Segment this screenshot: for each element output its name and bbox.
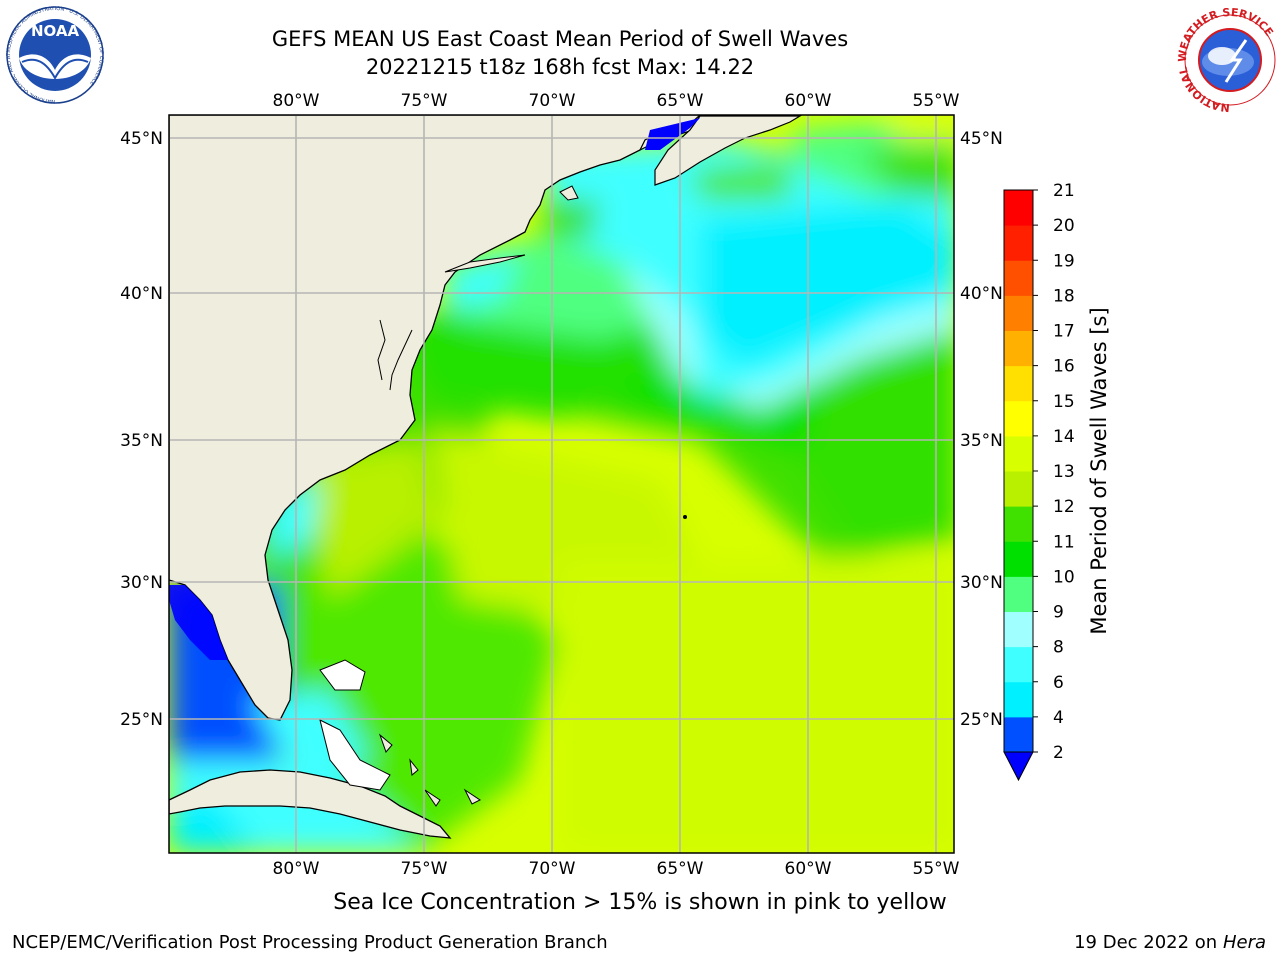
lon-label: 55°W <box>913 91 960 111</box>
lon-label: 60°W <box>785 859 832 879</box>
colorbar-segment <box>1004 646 1033 683</box>
lat-label: 25°N <box>120 710 163 730</box>
lat-label: 35°N <box>960 431 1003 451</box>
colorbar-tick-label: 11 <box>1053 532 1075 552</box>
colorbar-segment <box>1004 541 1033 577</box>
colorbar-tick-label: 2 <box>1053 743 1064 763</box>
colorbar-segment <box>1004 400 1033 437</box>
footer-host: Hera <box>1222 932 1266 953</box>
colorbar-label: Mean Period of Swell Waves [s] <box>1087 307 1111 634</box>
colorbar-tick-label: 21 <box>1053 181 1075 201</box>
lon-label: 60°W <box>785 91 832 111</box>
lat-label: 30°N <box>120 573 163 593</box>
lon-label: 55°W <box>913 859 960 879</box>
chart-subtitle: 20221215 t18z 168h fcst Max: 14.22 <box>365 55 755 79</box>
noaa-logo-icon: NOAA NATIONAL OCEANIC AND ATMOSPHERIC AD… <box>6 6 104 104</box>
colorbar-tick-label: 15 <box>1053 392 1075 412</box>
colorbar-segment <box>1004 716 1033 753</box>
colorbar-tick-label: 16 <box>1053 357 1075 377</box>
colorbar-segment <box>1004 576 1033 612</box>
lon-label: 80°W <box>273 859 320 879</box>
colorbar-segment <box>1004 260 1033 296</box>
lon-label: 80°W <box>273 91 320 111</box>
colorbar-segment <box>1004 435 1033 472</box>
lon-label: 75°W <box>401 859 448 879</box>
colorbar-tick-label: 20 <box>1053 216 1075 236</box>
colorbar-segment <box>1004 611 1033 648</box>
colorbar-tick-label: 9 <box>1053 603 1064 623</box>
colorbar-tick-label: 17 <box>1053 322 1075 342</box>
lon-label: 65°W <box>657 91 704 111</box>
footer-date-text: 19 Dec 2022 on <box>1074 932 1218 953</box>
colorbar-tick-label: 18 <box>1053 286 1075 306</box>
footer-credit: NCEP/EMC/Verification Post Processing Pr… <box>12 932 608 953</box>
lat-label: 45°N <box>960 129 1003 149</box>
sea-ice-note: Sea Ice Concentration > 15% is shown in … <box>333 890 947 915</box>
nws-logo-icon: NATIONAL WEATHER SERVICE <box>1176 6 1276 114</box>
map-frame <box>168 114 955 854</box>
cuba <box>169 769 452 839</box>
colorbar-tick-label: 12 <box>1053 497 1075 517</box>
colorbar-tick-label: 14 <box>1053 427 1075 447</box>
lon-labels-top: 80°W 75°W 70°W 65°W 60°W 55°W <box>273 91 960 111</box>
lon-labels-bottom: 80°W 75°W 70°W 65°W 60°W 55°W <box>273 859 960 879</box>
svg-text:NOAA: NOAA <box>31 22 80 40</box>
graticule <box>169 115 954 853</box>
colorbar-tick-label: 8 <box>1053 638 1064 658</box>
colorbar-tick-label: 19 <box>1053 251 1075 271</box>
nova-scotia <box>654 115 803 186</box>
chart-title: GEFS MEAN US East Coast Mean Period of S… <box>271 27 849 51</box>
lat-label: 25°N <box>960 710 1003 730</box>
lat-labels-left: 45°N 40°N 35°N 30°N 25°N <box>120 129 163 730</box>
footer-date: 19 Dec 2022 on Hera <box>1074 932 1266 953</box>
colorbar-segment <box>1004 471 1033 507</box>
colorbar-segment <box>1004 225 1033 261</box>
colorbar-extend-arrow <box>1003 751 1034 782</box>
colorbar-segment <box>1004 330 1033 367</box>
lat-labels-right: 45°N 40°N 35°N 30°N 25°N <box>960 129 1003 730</box>
colorbar-tick-label: 6 <box>1053 673 1064 693</box>
colorbar-tick-label: 10 <box>1053 567 1075 587</box>
colorbar-segment <box>1004 365 1033 402</box>
lat-label: 45°N <box>120 129 163 149</box>
lat-label: 40°N <box>120 284 163 304</box>
lon-label: 70°W <box>529 859 576 879</box>
lat-label: 30°N <box>960 573 1003 593</box>
colorbar-segment <box>1004 681 1033 718</box>
colorbar-tick-label: 4 <box>1053 708 1064 728</box>
lat-label: 35°N <box>120 431 163 451</box>
colorbar: 2 4 6 8 9 10 11 12 13 14 15 16 17 18 19 20 21 <box>1003 181 1075 782</box>
lon-label: 75°W <box>401 91 448 111</box>
colorbar-tick-label: 13 <box>1053 462 1075 482</box>
lon-label: 65°W <box>657 859 704 879</box>
colorbar-segment <box>1004 295 1033 331</box>
lon-label: 70°W <box>529 91 576 111</box>
colorbar-segment <box>1004 506 1033 542</box>
colorbar-segment <box>1004 190 1033 226</box>
map-area[interactable] <box>169 115 960 853</box>
lat-label: 40°N <box>960 284 1003 304</box>
